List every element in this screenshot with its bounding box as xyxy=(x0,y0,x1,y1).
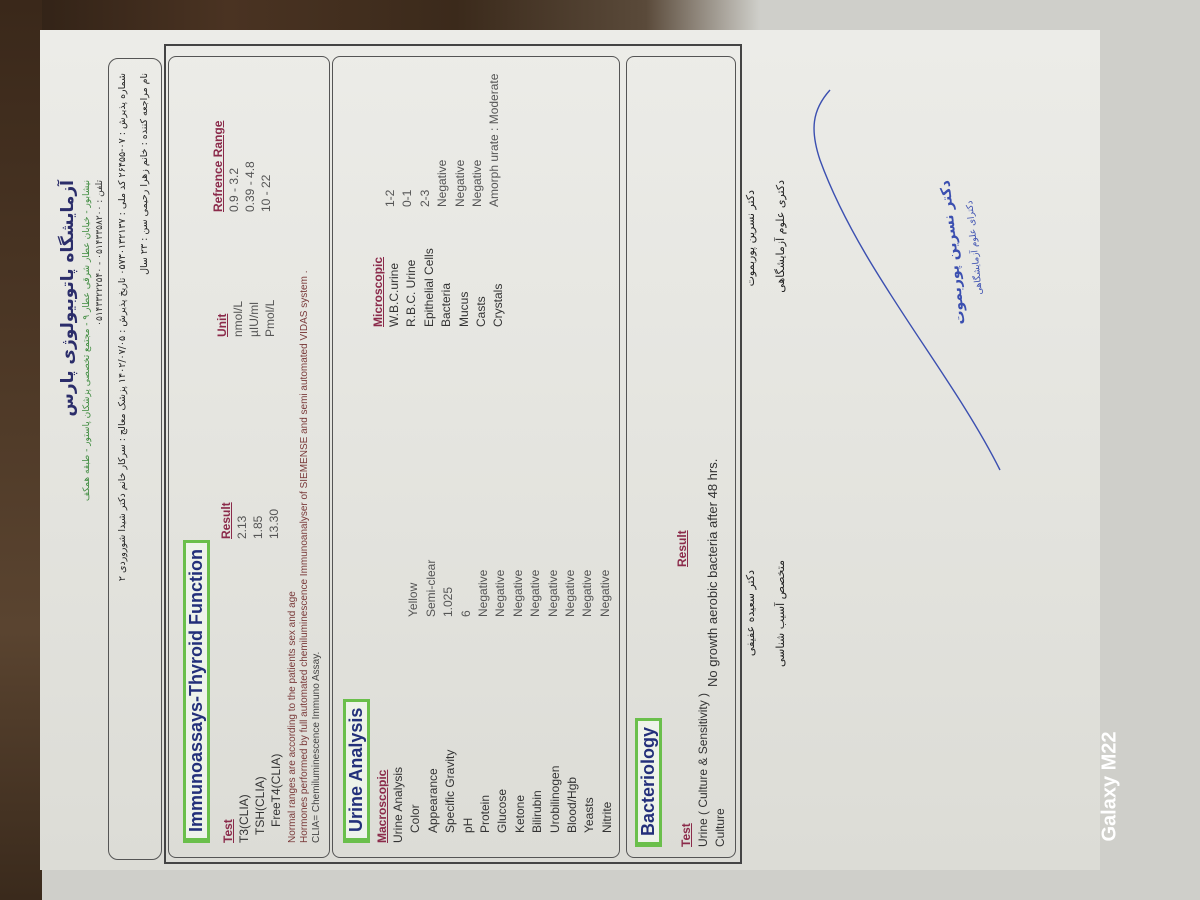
background-carpet-left xyxy=(0,0,42,900)
microscopic-value: 2-3 xyxy=(417,189,432,207)
macroscopic-label: Bilirubin xyxy=(530,790,545,833)
signature-stroke xyxy=(813,89,1001,471)
test-range: 0.9 - 3.2 xyxy=(227,167,241,212)
thyroid-note: Hormones performed by full automated che… xyxy=(299,270,310,843)
lab-report-page: آزمایشگاه پاتوبیولوژی پارس نیشابور - خیا… xyxy=(40,30,1100,870)
microscopic-label: Epithelial Cells xyxy=(421,248,436,327)
macroscopic-value: Negative xyxy=(545,569,560,617)
urine-title: Urine Analysis xyxy=(343,698,370,843)
test-result: 13.30 xyxy=(267,508,281,539)
test-result: 1.85 xyxy=(251,515,265,539)
microscopic-value: 0-1 xyxy=(400,189,415,207)
macroscopic-label: Ketone xyxy=(512,794,527,833)
culture-result: No growth aerobic bacteria after 48 hrs. xyxy=(705,458,720,687)
microscopic-value: Negative xyxy=(435,159,450,207)
macroscopic-header: Macroscopic xyxy=(375,769,389,843)
bacteriology-title: Bacteriology xyxy=(635,717,662,847)
test-result: 2.13 xyxy=(235,515,249,539)
bact-test-header: Test xyxy=(679,823,693,847)
macroscopic-label: pH xyxy=(460,817,475,833)
microscopic-value: 1-2 xyxy=(383,189,397,207)
col-header-result: Result xyxy=(219,502,233,539)
col-header-range: Refrence Range xyxy=(211,120,225,212)
macroscopic-value: 6 xyxy=(458,610,473,617)
test-name: T3(CLIA) xyxy=(237,794,251,843)
microscopic-value: Amorph urate : Moderate xyxy=(487,73,502,207)
test-unit: µIU/ml xyxy=(247,302,261,337)
macroscopic-label: Specific Gravity xyxy=(443,749,458,833)
macroscopic-value: Semi-clear xyxy=(423,559,438,617)
microscopic-label: W.B.C.urine xyxy=(387,262,401,327)
macroscopic-label: Color xyxy=(408,804,423,833)
macroscopic-label: Nitrite xyxy=(599,801,614,833)
macroscopic-value: Negative xyxy=(510,569,525,617)
test-range: 0.39 - 4.8 xyxy=(243,161,257,212)
urine-section: Urine Analysis Macroscopic Microscopic U… xyxy=(332,56,620,858)
macroscopic-value: Negative xyxy=(493,569,508,617)
thyroid-note: CLIA= Chemiluminescence Immuno Assay. xyxy=(311,651,322,843)
test-name: TSH(CLIA) xyxy=(253,776,267,835)
lab-name: آزمایشگاه پاتوبیولوژی پارس xyxy=(58,180,78,417)
signature-right-name: دکتر نسرین پوربموت xyxy=(744,190,757,287)
test-unit: Pmol/L xyxy=(263,299,277,337)
macroscopic-value: Negative xyxy=(597,569,612,617)
thyroid-title: Immunoassays-Thyroid Function xyxy=(183,539,210,843)
col-header-test: Test xyxy=(221,819,235,843)
test-name: FreeT4(CLIA) xyxy=(269,753,283,827)
culture-label: Culture xyxy=(713,808,727,847)
macroscopic-value: Negative xyxy=(563,569,577,617)
macroscopic-label: Glucose xyxy=(495,788,510,833)
macroscopic-label: Blood/Hgb xyxy=(565,776,579,833)
macroscopic-value: Negative xyxy=(476,569,490,617)
lab-phone: تلفن : ۰۵۱۴۳۳۵۸۲۰۰ - ۰۵۱۴۳۳۲۲۲۵۴۰ xyxy=(95,180,105,326)
microscopic-value: Negative xyxy=(452,159,467,207)
macroscopic-value: Yellow xyxy=(406,582,421,617)
bacteriology-section: Bacteriology Test Result Urine ( Culture… xyxy=(626,56,736,858)
thyroid-note: Normal ranges are according to the patie… xyxy=(287,591,298,843)
microscopic-label: R.B.C. Urine xyxy=(404,259,419,327)
macroscopic-value: 1.025 xyxy=(441,586,456,617)
microscopic-label: Bacteria xyxy=(439,282,454,327)
signature-right-title: دکتری علوم آزمایشگاهی xyxy=(774,180,787,293)
macroscopic-value: Negative xyxy=(528,569,543,617)
bact-result-header: Result xyxy=(675,530,689,567)
thyroid-section: Immunoassays-Thyroid Function Test Resul… xyxy=(168,56,330,858)
macroscopic-label: Protein xyxy=(478,794,492,833)
camera-watermark: Galaxy M22 xyxy=(1098,731,1121,842)
test-unit: nmol/L xyxy=(231,300,245,337)
lab-address: نیشابور - خیابان عطار شرقی عطار ۹ - مجتم… xyxy=(82,180,92,502)
microscopic-label: Casts xyxy=(474,296,488,327)
signature-left-title: متخصص آسیب شناسی xyxy=(774,560,787,667)
patient-info-box: شماره پذیرش : ۰۷-۲۶۴۵۵ کد ملی : ۰۵۷۳۰۱۳۲… xyxy=(108,58,162,860)
microscopic-value: Negative xyxy=(470,159,484,207)
macroscopic-value: Negative xyxy=(580,569,595,617)
patient-info-line-1: شماره پذیرش : ۰۷-۲۶۴۵۵ کد ملی : ۰۵۷۳۰۱۳۲… xyxy=(117,73,128,582)
test-range: 10 - 22 xyxy=(259,174,273,212)
signature-left-name: دکتر سعیده عفیفی xyxy=(744,570,757,657)
microscopic-header: Microscopic xyxy=(371,256,385,327)
macroscopic-label: Urine Analysis xyxy=(391,766,405,843)
microscopic-label: Mucus xyxy=(456,291,471,327)
macroscopic-label: Appearance xyxy=(425,768,440,833)
bact-test-name: Urine ( Culture & Sensitivity ) xyxy=(696,692,710,847)
macroscopic-label: Yeasts xyxy=(582,797,597,833)
patient-info-line-2: نام مراجعه کننده : خانم زهرا رحیمی سن : … xyxy=(139,73,150,275)
col-header-unit: Unit xyxy=(215,313,229,337)
microscopic-label: Crystals xyxy=(491,283,506,327)
macroscopic-label: Urobilinogen xyxy=(547,765,562,833)
